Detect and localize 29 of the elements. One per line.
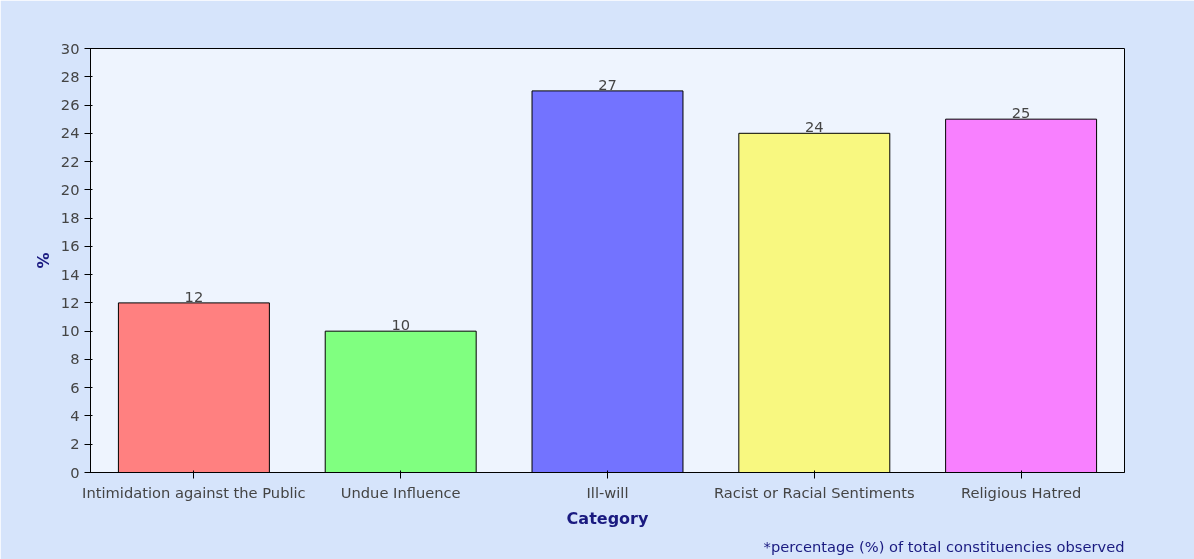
x-tick-label: Religious Hatred [960, 483, 1082, 501]
text: *percentage (%) of total constituencies observed [763, 537, 1125, 555]
y-tick-label: 30 [60, 39, 80, 57]
y-tick-label: 8 [70, 350, 80, 368]
y-tick-label: 16 [60, 237, 80, 255]
x-tick-label: Racist or Racial Sentiments [713, 483, 915, 501]
x-tick-label: Intimidation against the Public [82, 483, 306, 501]
y-tick-label: 6 [70, 378, 80, 396]
y-tick-label: 18 [60, 209, 80, 227]
y-axis-title: % [33, 252, 53, 269]
y-tick-label: 28 [60, 67, 80, 85]
data-label: 27 [598, 75, 617, 93]
data-label: 10 [391, 316, 411, 334]
y-tick-label: 0 [70, 463, 80, 481]
y-tick-label: 20 [60, 180, 80, 198]
y-tick-label: 4 [70, 406, 80, 424]
data-label: 24 [804, 118, 824, 136]
y-tick-label: 26 [60, 96, 80, 114]
x-axis-title: Category [566, 508, 649, 528]
y-tick-label: 2 [70, 435, 80, 453]
y-tick-label: 12 [60, 293, 80, 311]
data-label: 25 [1011, 104, 1031, 122]
y-tick-label: 14 [60, 265, 80, 283]
x-tick-label: Ill-will [586, 483, 629, 501]
data-label: 12 [184, 287, 204, 305]
y-tick-label: 10 [60, 322, 80, 340]
y-tick-label: 22 [60, 152, 80, 170]
y-tick-label: 24 [60, 124, 80, 142]
x-tick-label: Undue Influence [340, 483, 461, 501]
